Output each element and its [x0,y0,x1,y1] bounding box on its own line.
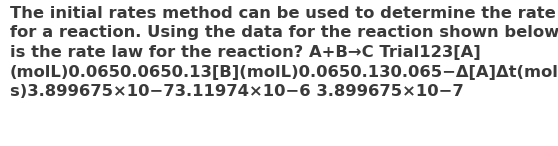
Text: The initial rates method can be used to determine the rate law
for a reaction. U: The initial rates method can be used to … [10,6,558,99]
